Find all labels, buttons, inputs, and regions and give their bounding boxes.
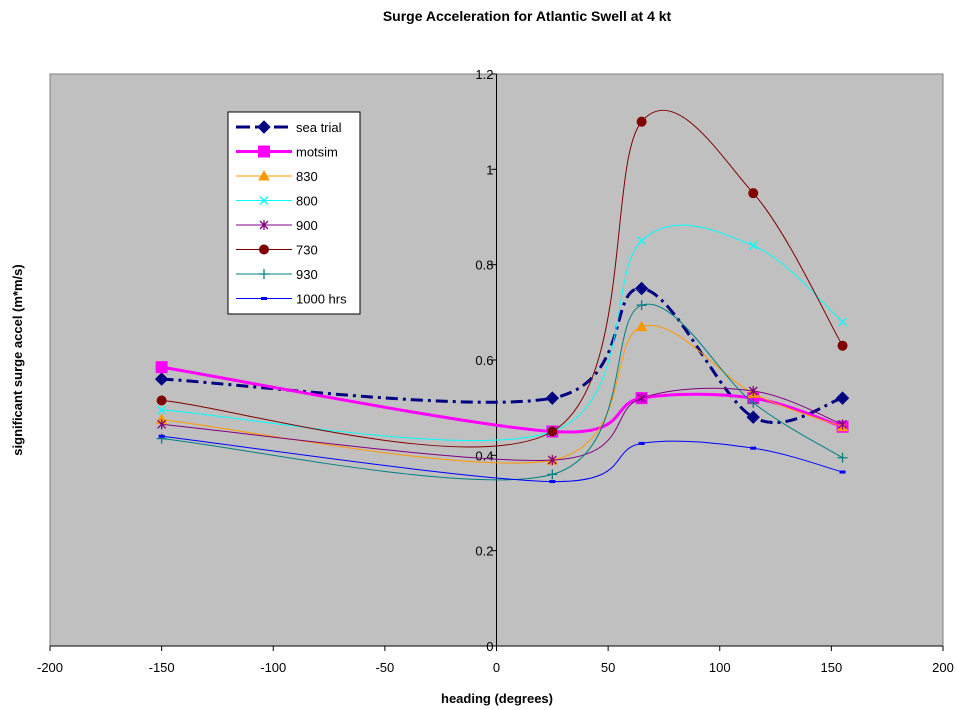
data-point (154, 372, 169, 386)
x-tick-label: -100 (260, 660, 286, 675)
data-point (837, 340, 848, 351)
x-tick-label: 50 (601, 660, 615, 675)
data-point (547, 469, 558, 480)
y-tick-label: 1.2 (475, 67, 493, 82)
data-point (636, 116, 647, 127)
data-point (636, 300, 647, 311)
data-point (838, 419, 847, 430)
x-axis-label: heading (degrees) (441, 691, 553, 706)
series-900 (157, 385, 847, 466)
legend-item: 930 (236, 267, 318, 282)
series-line (161, 303, 843, 481)
legend-marker (259, 220, 269, 230)
legend-item: motsim (236, 145, 338, 160)
data-point (157, 405, 167, 415)
legend-marker (259, 244, 269, 255)
axes: -200 -150 -100 -50 0 50 100 150 200 0 0.2 0.4 0.6 0.8… (37, 67, 954, 675)
data-point (635, 320, 648, 332)
series-line (161, 109, 843, 448)
data-point (748, 385, 758, 396)
series-line (161, 435, 843, 483)
data-point (637, 393, 647, 404)
legend-label: 1000 hrs (296, 292, 347, 307)
x-tick-label: -150 (149, 660, 175, 675)
series-930 (156, 300, 848, 481)
y-axis-label: significant surge accel (m*m/s) (10, 264, 25, 455)
y-tick-label: 1 (486, 162, 493, 177)
legend-item: 800 (236, 194, 318, 209)
y-tick-label: 0.8 (475, 258, 493, 273)
legend-marker (259, 196, 269, 205)
legend-label: 800 (296, 194, 318, 209)
legend-marker (258, 145, 270, 158)
data-point (549, 480, 556, 484)
legend-marker (261, 297, 267, 300)
legend-marker (257, 120, 271, 134)
x-tick-label: -200 (37, 660, 63, 675)
series-1000-hrs (158, 434, 846, 484)
data-point (750, 446, 757, 450)
x-tick-label: -50 (375, 660, 394, 675)
y-tick-label: 0.6 (475, 353, 493, 368)
x-tick-label: 200 (932, 660, 954, 675)
data-point (839, 470, 846, 474)
data-point (748, 397, 759, 408)
legend-label: 730 (296, 243, 318, 258)
series-line (161, 387, 843, 461)
data-point (547, 455, 557, 466)
data-point (638, 441, 645, 445)
legend-item: 900 (236, 218, 318, 233)
x-tick-label: 150 (821, 660, 843, 675)
legend-label: 900 (296, 218, 318, 233)
data-point (158, 434, 165, 438)
series-730 (156, 109, 848, 448)
data-point (547, 426, 558, 437)
legend-marker (259, 269, 269, 279)
series-sea-trial (154, 281, 850, 424)
legend-item: 1000 hrs (236, 292, 347, 307)
data-point (837, 452, 848, 463)
legend-label: sea trial (296, 120, 342, 135)
data-point (835, 391, 850, 405)
data-point (748, 188, 759, 199)
y-tick-label: 0 (486, 639, 493, 654)
data-point (545, 391, 560, 405)
legend-box (227, 111, 361, 315)
legend-label: 930 (296, 267, 318, 282)
legend-marker (258, 169, 270, 181)
data-point (637, 236, 647, 246)
series-line (161, 286, 843, 424)
x-tick-label: 100 (709, 660, 731, 675)
data-point (156, 395, 167, 406)
series-line (161, 224, 843, 442)
data-point (838, 317, 847, 327)
legend-item: sea trial (236, 120, 342, 135)
y-tick-label: 0.4 (475, 448, 493, 463)
x-tick-label: 0 (493, 660, 500, 675)
series-line (161, 365, 843, 434)
legend-item: 830 (236, 169, 318, 184)
data-point (155, 361, 168, 374)
legend-label: motsim (296, 145, 338, 160)
data-point (157, 419, 167, 430)
legend: sea trial motsim 830 800 900 730 930 1000 hrs (227, 111, 361, 315)
chart-title: Surge Acceleration for Atlantic Swell at… (383, 8, 672, 24)
data-point (748, 241, 758, 251)
series-group (154, 109, 850, 484)
legend-label: 830 (296, 169, 318, 184)
data-point (634, 281, 649, 296)
data-point (746, 410, 760, 424)
y-tick-label: 0.2 (475, 544, 493, 559)
legend-item: 730 (236, 243, 318, 258)
